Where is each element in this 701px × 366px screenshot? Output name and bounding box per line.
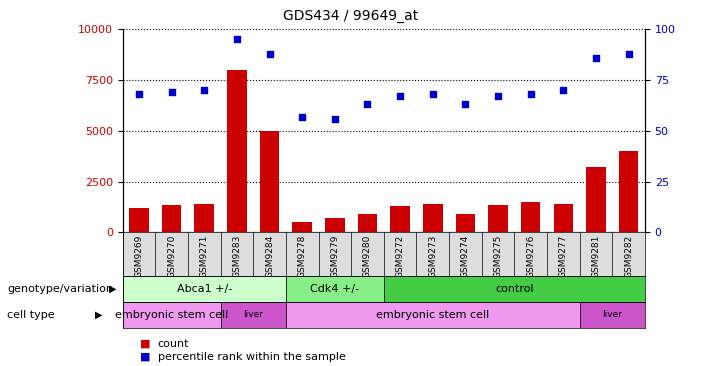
Text: count: count [158, 339, 189, 349]
Bar [123, 302, 221, 328]
Text: GSM9270: GSM9270 [167, 235, 176, 278]
Text: GSM9281: GSM9281 [592, 235, 601, 278]
Text: ■: ■ [140, 352, 151, 362]
Text: GSM9271: GSM9271 [200, 235, 209, 278]
Text: embryonic stem cell: embryonic stem cell [115, 310, 229, 320]
Text: GDS434 / 99649_at: GDS434 / 99649_at [283, 9, 418, 23]
Bar [292, 222, 312, 232]
Point [297, 114, 308, 120]
Bar [221, 302, 286, 328]
Point [166, 89, 177, 95]
Point [231, 37, 243, 42]
Bar [194, 204, 214, 232]
Bar [286, 276, 384, 302]
Text: GSM9273: GSM9273 [428, 235, 437, 278]
Text: GSM9277: GSM9277 [559, 235, 568, 278]
Text: control: control [495, 284, 533, 294]
Text: embryonic stem cell: embryonic stem cell [376, 310, 489, 320]
Text: GSM9272: GSM9272 [395, 235, 404, 278]
Text: Abca1 +/-: Abca1 +/- [177, 284, 232, 294]
Text: GSM9278: GSM9278 [298, 235, 307, 278]
Text: Cdk4 +/-: Cdk4 +/- [311, 284, 360, 294]
Text: liver: liver [243, 310, 264, 319]
Text: GSM9279: GSM9279 [330, 235, 339, 278]
Text: GSM9284: GSM9284 [265, 235, 274, 278]
Point [427, 92, 438, 97]
Point [198, 87, 210, 93]
Text: ▶: ▶ [95, 310, 102, 320]
Bar [227, 70, 247, 232]
Text: GSM9274: GSM9274 [461, 235, 470, 278]
Text: GSM9275: GSM9275 [494, 235, 503, 278]
Bar [619, 151, 639, 232]
Point [264, 51, 275, 57]
Bar [586, 167, 606, 232]
Point [525, 92, 536, 97]
Point [362, 101, 373, 107]
Point [623, 51, 634, 57]
Bar [123, 276, 286, 302]
Text: GSM9282: GSM9282 [624, 235, 633, 278]
Bar [358, 214, 377, 232]
Bar [129, 208, 149, 232]
Point [590, 55, 601, 61]
Bar [521, 202, 540, 232]
Point [395, 93, 406, 99]
Text: cell type: cell type [7, 310, 55, 320]
Text: GSM9283: GSM9283 [233, 235, 241, 278]
Bar [286, 302, 580, 328]
Text: ▶: ▶ [109, 284, 116, 294]
Text: GSM9280: GSM9280 [363, 235, 372, 278]
Bar [488, 205, 508, 232]
Text: liver: liver [602, 310, 622, 319]
Bar [390, 206, 410, 232]
Bar [260, 131, 279, 232]
Bar [580, 302, 645, 328]
Bar [554, 204, 573, 232]
Bar [162, 205, 182, 232]
Bar [325, 218, 345, 232]
Bar [384, 276, 645, 302]
Text: percentile rank within the sample: percentile rank within the sample [158, 352, 346, 362]
Text: GSM9276: GSM9276 [526, 235, 535, 278]
Point [460, 101, 471, 107]
Point [492, 93, 503, 99]
Text: genotype/variation: genotype/variation [7, 284, 113, 294]
Point [329, 116, 341, 122]
Bar [456, 214, 475, 232]
Text: ■: ■ [140, 339, 151, 349]
Point [133, 92, 144, 97]
Bar [423, 204, 442, 232]
Text: GSM9269: GSM9269 [135, 235, 144, 278]
Point [558, 87, 569, 93]
